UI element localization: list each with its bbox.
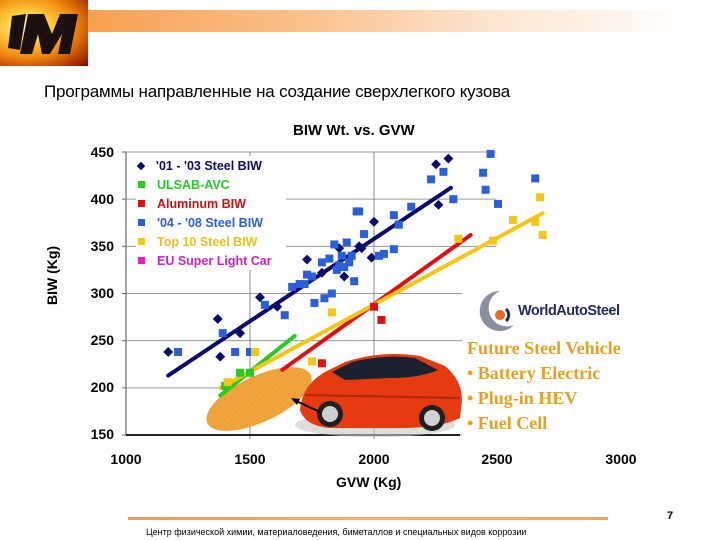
fsv-item: • Plug-in HEV	[467, 388, 578, 408]
trend-lines	[166, 185, 545, 398]
header-decoration-bar	[88, 10, 688, 32]
diamond-marker-icon	[136, 161, 146, 170]
legend-item: ULSAB-AVC	[136, 175, 286, 194]
worldautosteel-logo-icon	[479, 290, 514, 331]
concept-car-image	[295, 354, 462, 437]
legend-item: '04 - '08 Steel BIW	[136, 213, 286, 232]
y-tick: 250	[90, 332, 114, 348]
x-tick: 2000	[358, 451, 390, 467]
legend-label: EU Super Light Car	[157, 253, 272, 268]
slide-title: Программы направленные на создание сверх…	[44, 82, 510, 101]
fsv-item: • Battery Electric	[467, 363, 601, 383]
square-marker-icon	[138, 238, 145, 245]
y-tick: 150	[90, 426, 114, 442]
legend-label: '04 - '08 Steel BIW	[157, 215, 263, 230]
square-marker-icon	[138, 181, 145, 188]
square-marker-icon	[138, 219, 145, 226]
chart-title: BIW Wt. vs. GVW	[293, 122, 415, 139]
target-ellipse	[206, 367, 312, 431]
y-tick: 300	[90, 285, 114, 301]
legend-label: Aluminum BIW	[157, 196, 246, 211]
arrow-icon	[291, 398, 321, 413]
fsv-heading: Future Steel Vehicle	[467, 338, 621, 358]
footer-divider	[128, 517, 608, 520]
footer-text: Центр физической химии, материаловедения…	[146, 527, 527, 537]
legend-item: Top 10 Steel BIW	[136, 232, 286, 251]
x-tick: 3000	[605, 451, 637, 467]
x-axis-label: GVW (Kg)	[336, 474, 402, 490]
square-marker-icon	[138, 257, 145, 264]
legend-label: '01 - '03 Steel BIW	[156, 158, 262, 173]
page-number: 7	[667, 510, 674, 522]
y-tick: 200	[90, 379, 114, 395]
legend-item: Aluminum BIW	[136, 194, 286, 213]
chart-legend: '01 - '03 Steel BIW ULSAB-AVC Aluminum B…	[136, 156, 286, 270]
legend-item: '01 - '03 Steel BIW	[136, 156, 286, 175]
x-tick: 1500	[234, 451, 266, 467]
worldautosteel-brand: WorldAutoSteel	[518, 303, 620, 319]
y-tick: 450	[90, 144, 114, 160]
square-marker-icon	[138, 200, 145, 207]
y-tick: 400	[90, 191, 114, 207]
legend-label: Top 10 Steel BIW	[157, 234, 258, 249]
x-tick: 2500	[481, 451, 513, 467]
fsv-item: • Fuel Cell	[467, 413, 548, 433]
y-tick: 350	[90, 238, 114, 254]
data-points	[163, 149, 547, 390]
legend-label: ULSAB-AVC	[157, 177, 230, 192]
legend-item: EU Super Light Car	[136, 251, 286, 270]
logo-icon	[0, 0, 88, 66]
x-tick: 1000	[110, 451, 142, 467]
